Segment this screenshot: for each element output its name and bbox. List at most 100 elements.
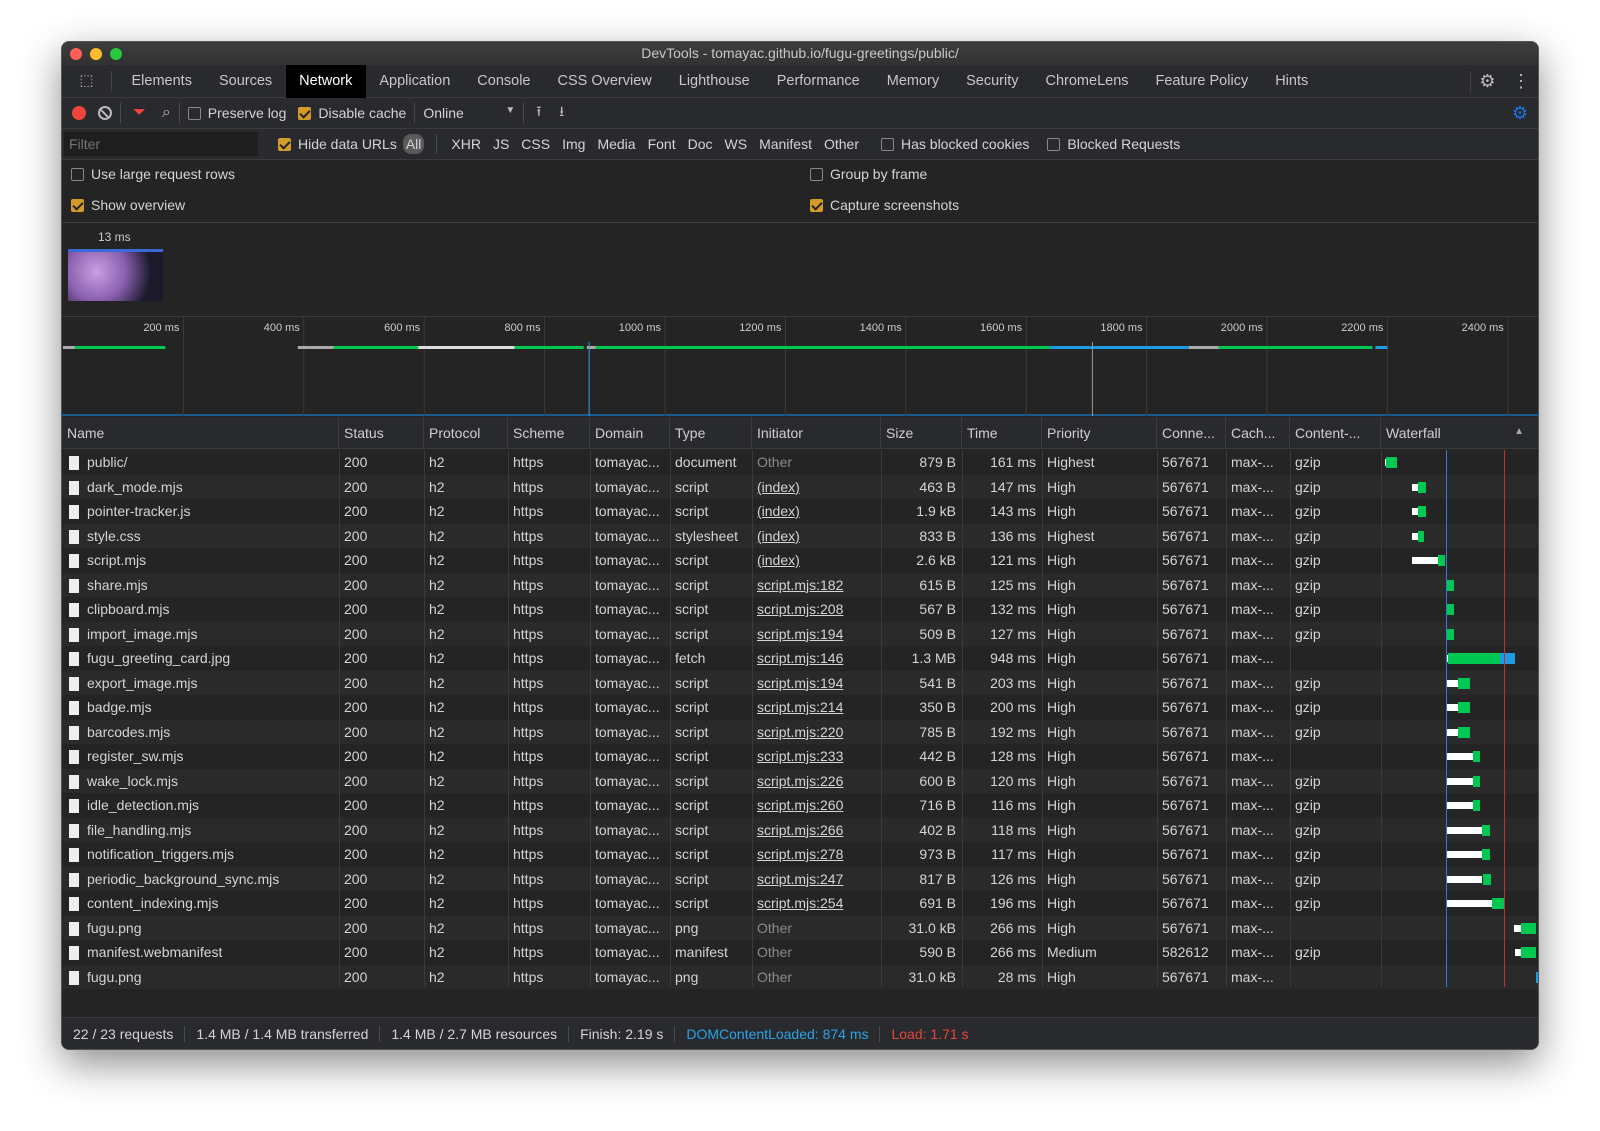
filter-type-font[interactable]: Font: [647, 136, 676, 152]
name-cell[interactable]: notification_triggers.mjs: [62, 842, 339, 867]
hide-data-urls-check[interactable]: [278, 137, 291, 151]
table-row[interactable]: register_sw.mjs 200 h2 https tomayac... scrip…: [62, 744, 1538, 769]
name-cell[interactable]: manifest.webmanifest: [62, 940, 339, 965]
table-row[interactable]: manifest.webmanifest 200 h2 https tomayac...…: [62, 940, 1538, 965]
filter-type-all[interactable]: All: [402, 134, 425, 154]
blocked-requests-check[interactable]: [1047, 137, 1061, 151]
table-row[interactable]: public/200 h2 https tomayac... document Other…: [62, 450, 1538, 475]
request-name[interactable]: fugu.png: [87, 919, 142, 936]
request-name[interactable]: export_image.mjs: [87, 674, 198, 691]
has-blocked-cookies-check[interactable]: [881, 137, 894, 151]
tab-lighthouse[interactable]: Lighthouse: [678, 72, 750, 89]
request-name[interactable]: dark_mode.mjs: [87, 478, 183, 495]
initiator-cell[interactable]: script.mjs:233: [757, 748, 844, 764]
request-name[interactable]: script.mjs: [87, 552, 147, 568]
initiator-cell[interactable]: (index): [757, 527, 800, 544]
initiator-cell[interactable]: script.mjs:194: [757, 625, 844, 642]
record-button[interactable]: [72, 106, 86, 120]
initiator-cell[interactable]: script.mjs:266: [757, 821, 844, 838]
column-header-initiator[interactable]: Initiator: [752, 417, 881, 449]
name-cell[interactable]: import_image.mjs: [62, 622, 339, 647]
name-cell[interactable]: share.mjs: [62, 573, 339, 598]
search-icon[interactable]: ⌕: [161, 104, 171, 121]
request-name[interactable]: notification_triggers.mjs: [87, 846, 235, 862]
initiator-cell[interactable]: script.mjs:260: [757, 797, 844, 813]
table-row[interactable]: clipboard.mjs 200 h2 https tomayac... script s…: [62, 597, 1538, 622]
column-header-scheme[interactable]: Scheme: [508, 417, 590, 449]
sort-ascending-icon[interactable]: ▲: [1514, 426, 1524, 437]
request-name[interactable]: idle_detection.mjs: [87, 797, 200, 813]
table-row[interactable]: wake_lock.mjs 200 h2 https tomayac... script s…: [62, 768, 1538, 793]
column-header-status[interactable]: Status: [339, 417, 424, 449]
initiator-cell[interactable]: script.mjs:220: [757, 723, 844, 740]
large-rows-check[interactable]: [71, 167, 84, 181]
settings-gear-icon[interactable]: ⚙: [1470, 70, 1504, 92]
filter-type-other[interactable]: Other: [823, 136, 859, 152]
request-name[interactable]: register_sw.mjs: [87, 748, 184, 764]
table-row[interactable]: content_indexing.mjs 200 h2 https tomayac...…: [62, 891, 1538, 916]
initiator-cell[interactable]: (index): [757, 503, 800, 519]
initiator-cell[interactable]: script.mjs:254: [757, 895, 844, 911]
request-name[interactable]: fugu_greeting_card.jpg: [87, 650, 231, 666]
hide-data-urls-checkbox[interactable]: Hide data URLs: [278, 136, 397, 152]
request-name[interactable]: share.mjs: [87, 576, 148, 593]
tab-css-overview[interactable]: CSS Overview: [557, 72, 652, 89]
name-cell[interactable]: badge.mjs: [62, 695, 339, 720]
name-cell[interactable]: clipboard.mjs: [62, 597, 339, 622]
request-name[interactable]: fugu.png: [87, 968, 142, 985]
filter-icon[interactable]: ⏷: [133, 104, 146, 121]
tab-performance[interactable]: Performance: [776, 72, 860, 89]
table-row[interactable]: notification_triggers.mjs 200 h2 https tomay…: [62, 842, 1538, 867]
table-row[interactable]: barcodes.mjs 200 h2 https tomayac... script sc…: [62, 719, 1538, 745]
column-header-content[interactable]: Content-...: [1290, 417, 1381, 449]
tab-console[interactable]: Console: [477, 72, 531, 89]
table-row[interactable]: idle_detection.mjs 200 h2 https tomayac... sc…: [62, 793, 1538, 818]
screenshot-thumbnail[interactable]: [68, 249, 163, 301]
export-har-icon[interactable]: ⭳: [559, 103, 565, 119]
table-row[interactable]: fugu.png 200 h2 https tomayac... png Other 31.0…: [62, 915, 1538, 940]
table-row[interactable]: style.css 200 h2 https tomayac... stylesheet (…: [62, 523, 1538, 548]
filter-type-js[interactable]: JS: [492, 136, 510, 152]
table-row[interactable]: badge.mjs 200 h2 https tomayac... script scrip…: [62, 695, 1538, 720]
name-cell[interactable]: public/: [62, 450, 339, 475]
table-row[interactable]: share.mjs 200 h2 https tomayac... script scrip…: [62, 572, 1538, 598]
initiator-cell[interactable]: script.mjs:182: [757, 576, 844, 593]
name-cell[interactable]: idle_detection.mjs: [62, 793, 339, 818]
column-header-type[interactable]: Type: [670, 417, 752, 449]
filter-type-media[interactable]: Media: [597, 136, 636, 152]
maximize-window-button[interactable]: [110, 48, 122, 60]
column-header-domain[interactable]: Domain: [590, 417, 670, 449]
table-row[interactable]: pointer-tracker.js 200 h2 https tomayac... sc…: [62, 499, 1538, 524]
network-settings-gear-icon[interactable]: ⚙: [1511, 102, 1528, 123]
import-har-icon[interactable]: ⭱: [536, 103, 542, 119]
request-name[interactable]: style.css: [87, 527, 141, 544]
tab-chromelens[interactable]: ChromeLens: [1045, 72, 1129, 89]
filter-type-manifest[interactable]: Manifest: [759, 136, 812, 152]
overview-timeline[interactable]: 200 ms 400 ms 600 ms 800 ms 1000 ms 1200 ms 14…: [62, 317, 1539, 416]
name-cell[interactable]: export_image.mjs: [62, 671, 339, 696]
capture-screenshots-check[interactable]: [810, 198, 823, 212]
initiator-cell[interactable]: script.mjs:194: [757, 674, 844, 691]
request-name[interactable]: public/: [87, 454, 128, 470]
capture-screenshots-checkbox[interactable]: Capture screenshots: [810, 197, 959, 213]
show-overview-check[interactable]: [71, 198, 84, 212]
filter-type-ws[interactable]: WS: [724, 136, 748, 152]
request-name[interactable]: wake_lock.mjs: [87, 772, 179, 789]
request-name[interactable]: badge.mjs: [87, 699, 152, 715]
preserve-log-checkbox[interactable]: Preserve log: [187, 105, 286, 121]
clear-icon[interactable]: [98, 106, 112, 120]
table-row[interactable]: export_image.mjs 200 h2 https tomayac... scri…: [62, 670, 1538, 696]
table-row[interactable]: dark_mode.mjs 200 h2 https tomayac... script (…: [62, 474, 1538, 499]
filter-type-doc[interactable]: Doc: [687, 136, 713, 152]
name-cell[interactable]: barcodes.mjs: [62, 720, 339, 745]
more-options-icon[interactable]: ⋮: [1512, 70, 1530, 91]
network-overview[interactable]: 200 ms 400 ms 600 ms 800 ms 1000 ms 1200 ms 14…: [62, 317, 1538, 416]
column-header-size[interactable]: Size: [881, 417, 962, 449]
blocked-requests-checkbox[interactable]: Blocked Requests: [1047, 136, 1180, 152]
filter-type-img[interactable]: Img: [562, 136, 586, 152]
initiator-cell[interactable]: (index): [757, 552, 800, 568]
tab-application[interactable]: Application: [379, 72, 451, 89]
name-cell[interactable]: file_handling.mjs: [62, 818, 339, 843]
large-rows-checkbox[interactable]: Use large request rows: [71, 166, 235, 182]
disable-cache-checkbox[interactable]: Disable cache: [298, 105, 406, 121]
